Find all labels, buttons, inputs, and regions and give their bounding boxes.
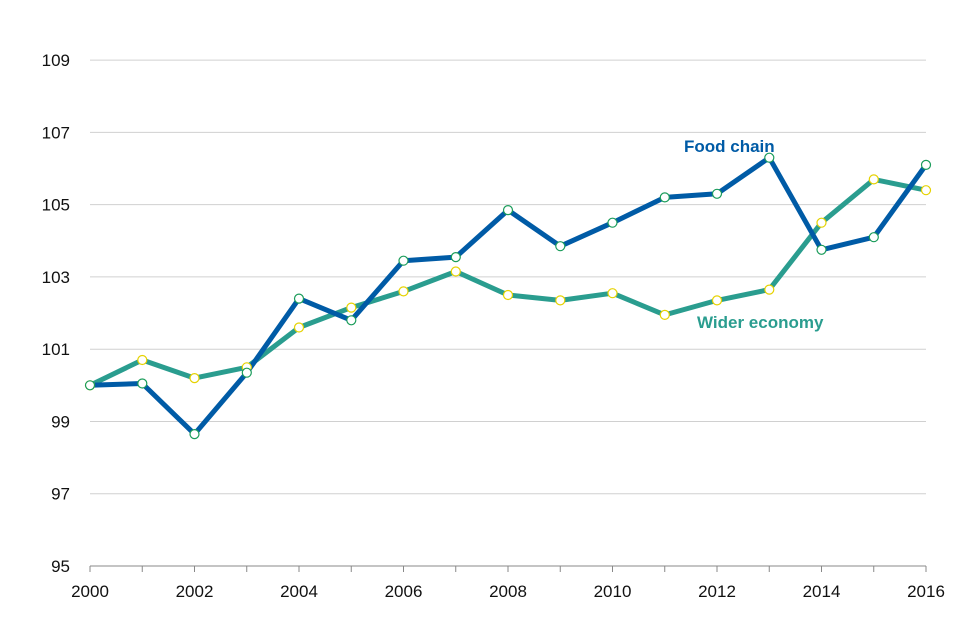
y-tick-label: 101 [42, 340, 70, 359]
x-axis-ticks [89, 566, 927, 572]
y-tick-label: 95 [51, 557, 70, 576]
data-point-wider-economy [607, 288, 618, 299]
data-point-wider-economy [764, 284, 775, 295]
y-axis-tick-labels: 95 97 99 101 103 105 107 109 [42, 51, 70, 576]
data-point-food-chain [293, 293, 305, 304]
data-point-food-chain [555, 241, 566, 252]
data-point-food-chain [84, 380, 96, 391]
y-tick-label: 107 [42, 123, 70, 142]
data-point-wider-economy [816, 217, 827, 228]
data-point-food-chain [346, 315, 357, 326]
x-tick-label: 2016 [907, 582, 945, 601]
x-tick-label: 2006 [385, 582, 423, 601]
data-point-wider-economy [137, 354, 148, 366]
data-point-wider-economy [711, 295, 723, 306]
data-point-food-chain [920, 159, 932, 170]
x-tick-label: 2014 [803, 582, 841, 601]
data-point-food-chain [189, 429, 200, 440]
data-point-food-chain [398, 255, 409, 266]
series-points [84, 152, 932, 440]
data-point-food-chain [450, 252, 461, 263]
data-point-food-chain [607, 217, 618, 228]
x-tick-label: 2008 [489, 582, 527, 601]
data-point-food-chain [764, 152, 775, 163]
data-point-wider-economy [189, 373, 200, 384]
data-point-food-chain [868, 232, 879, 243]
data-point-food-chain [502, 205, 514, 216]
data-point-food-chain [816, 244, 827, 255]
y-tick-label: 109 [42, 51, 70, 70]
data-point-food-chain [659, 192, 670, 203]
x-axis-tick-labels: 2000 2002 2004 2006 2008 2010 2012 2014 2016 [71, 582, 945, 601]
gridlines [90, 59, 926, 495]
x-tick-label: 2002 [176, 582, 214, 601]
data-point-wider-economy [502, 289, 514, 301]
data-point-wider-economy [555, 295, 566, 306]
data-point-food-chain [241, 367, 252, 378]
x-tick-label: 2012 [698, 582, 736, 601]
series-label-food-chain: Food chain [684, 137, 775, 156]
data-point-wider-economy [398, 286, 409, 297]
y-tick-label: 103 [42, 268, 70, 287]
data-point-food-chain [711, 188, 723, 199]
data-point-wider-economy [868, 174, 879, 185]
x-tick-label: 2010 [594, 582, 632, 601]
y-tick-label: 105 [42, 196, 70, 215]
data-point-wider-economy [920, 185, 932, 196]
x-tick-label: 2004 [280, 582, 318, 601]
series-label-wider-economy: Wider economy [697, 313, 824, 332]
y-tick-label: 97 [51, 485, 70, 504]
y-tick-label: 99 [51, 412, 70, 431]
data-point-wider-economy [293, 322, 305, 333]
data-point-wider-economy [450, 266, 461, 277]
data-point-wider-economy [659, 309, 670, 320]
data-point-wider-economy [346, 302, 357, 313]
x-tick-label: 2000 [71, 582, 109, 601]
data-point-food-chain [137, 378, 148, 389]
